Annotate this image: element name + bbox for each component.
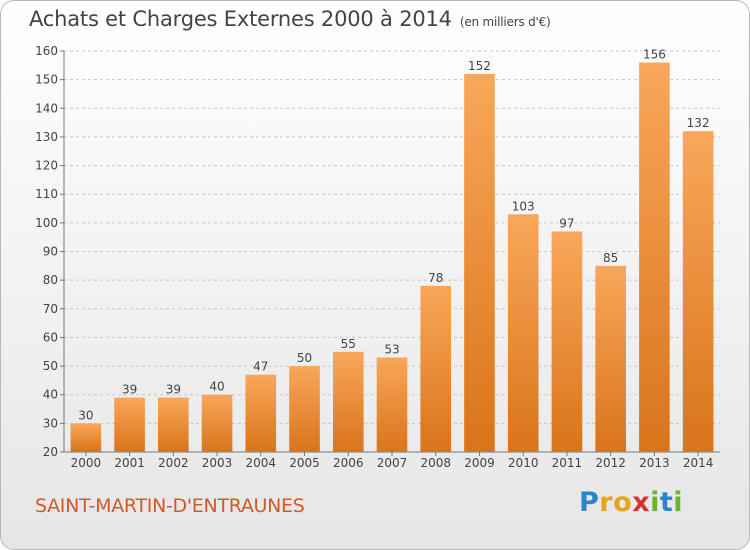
y-tick-label: 20 [43,445,58,459]
logo-letter: i [650,487,660,518]
bar-value-label: 152 [468,59,491,73]
bar-value-label: 47 [253,360,268,374]
y-tick-label: 80 [43,273,58,287]
bar [376,357,408,452]
bar [289,366,320,452]
bar [464,73,495,453]
bar-value-label: 156 [643,47,666,61]
y-tick-label: 110 [35,187,58,201]
bar-value-label: 39 [122,383,137,397]
bar-value-label: 85 [603,251,618,265]
x-tick-label: 2004 [246,456,277,470]
y-tick-label: 140 [35,101,58,115]
x-tick-label: 2006 [333,456,364,470]
logo-letter: x [632,487,651,518]
bar [114,397,145,452]
bar [245,374,277,452]
y-tick-label: 120 [35,159,58,173]
y-tick-label: 70 [43,302,58,316]
x-tick-label: 2014 [683,456,714,470]
x-tick-label: 2000 [71,456,102,470]
town-name: SAINT-MARTIN-D'ENTRAUNES [35,495,305,517]
x-tick-label: 2001 [114,456,145,470]
bar [158,397,189,452]
bar [201,394,233,452]
y-axis-tick-labels: 20 30 40 50 60 70 80 90 100 110 120 130 140 150 160 [35,44,64,459]
bar [420,285,452,452]
x-axis-tick-labels: 2000 2001 2002 2003 2004 2005 2006 2007 2008 2009… [71,452,714,470]
x-tick-label: 2010 [508,456,539,470]
bar [595,265,626,452]
logo-letter: t [659,487,674,518]
y-tick-label: 100 [35,216,58,230]
chart-title-text: Achats et Charges Externes 2000 à 2014 [29,7,452,31]
x-tick-label: 2007 [377,456,408,470]
x-tick-label: 2008 [420,456,451,470]
x-tick-label: 2013 [639,456,670,470]
bar-value-label: 97 [559,216,574,230]
logo-letter: o [613,487,633,518]
x-tick-label: 2011 [552,456,583,470]
bar-value-label: 40 [209,380,224,394]
bar-value-label: 55 [341,337,356,351]
logo-letter: r [599,487,614,518]
y-tick-label: 130 [35,130,58,144]
y-tick-label: 160 [35,44,58,58]
bar-value-label: 50 [297,351,312,365]
x-tick-label: 2009 [464,456,495,470]
x-tick-label: 2002 [158,456,189,470]
y-tick-label: 60 [43,330,58,344]
bar-value-label: 53 [384,342,399,356]
bar [507,214,539,452]
y-tick-label: 40 [43,388,58,402]
x-tick-label: 2012 [595,456,626,470]
bar [639,62,670,452]
chart-title: Achats et Charges Externes 2000 à 2014 (e… [29,7,551,31]
bar-value-label: 132 [687,116,710,130]
logo-letter: P [579,487,600,518]
y-tick-label: 90 [43,245,58,259]
bars [70,62,714,453]
x-tick-label: 2003 [202,456,233,470]
bar [551,231,583,452]
bar-value-label: 103 [512,199,535,213]
chart-title-unit: (en milliers d'€) [459,15,551,29]
bar-value-label: 78 [428,271,443,285]
bar-value-label: 39 [166,383,181,397]
bar-value-label: 30 [78,408,93,422]
y-tick-label: 30 [43,416,58,430]
data-labels: 30 39 39 40 47 50 55 53 78 152 103 97 85 156 132 [78,47,709,422]
y-tick-label: 150 [35,73,58,87]
bar [682,131,714,452]
y-tick-label: 50 [43,359,58,373]
bar [332,351,364,452]
logo-letter: i [673,487,684,518]
proxiti-logo: Proxiti [579,487,683,518]
x-tick-label: 2005 [289,456,320,470]
bar [70,423,102,452]
